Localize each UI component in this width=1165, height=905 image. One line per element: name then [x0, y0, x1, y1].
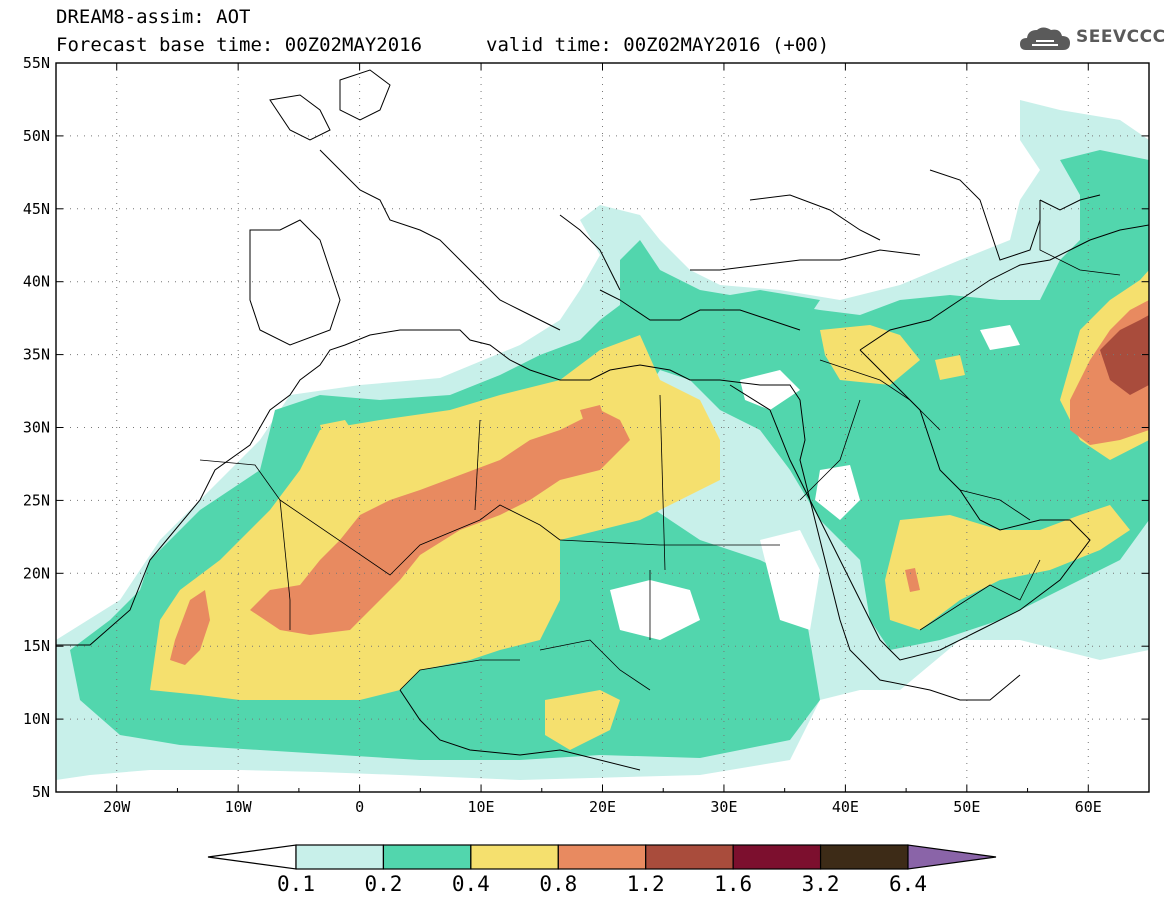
lon-label: 40E — [832, 798, 859, 816]
logo-text: SEEVCCC — [1076, 27, 1165, 47]
lat-label: 15N — [23, 637, 50, 655]
lat-label: 35N — [23, 346, 50, 364]
aot-low-pockets — [610, 325, 1020, 640]
lat-label: 30N — [23, 419, 50, 437]
valid-time: valid time: 00Z02MAY2016 (+00) — [486, 34, 830, 56]
graticule — [56, 63, 1149, 792]
lon-label: 10W — [225, 798, 253, 816]
colorbar-label: 6.4 — [889, 872, 927, 896]
lat-label: 10N — [23, 710, 50, 728]
colorbar-label: 0.1 — [277, 872, 315, 896]
lat-label: 20N — [23, 564, 50, 582]
colorbar-label: 3.2 — [802, 872, 840, 896]
colorbar-swatch — [819, 844, 909, 870]
country-borders — [199, 200, 1121, 691]
colorbar: 0.1 0.2 0.4 0.8 1.2 1.6 3.2 6.4 — [207, 844, 997, 896]
colorbar-label: 0.2 — [364, 872, 402, 896]
lon-label: 20W — [103, 798, 131, 816]
coastlines — [56, 69, 1149, 771]
colorbar-swatch — [382, 844, 472, 870]
colorbar-over-arrow — [907, 844, 997, 870]
lon-label: 50E — [953, 798, 980, 816]
cloud-icon — [1020, 27, 1070, 50]
forecast-base-time: Forecast base time: 00Z02MAY2016 — [56, 34, 423, 56]
lon-label: 10E — [468, 798, 495, 816]
colorbar-swatch — [557, 844, 647, 870]
colorbar-swatch — [645, 844, 734, 870]
colorbar-label: 1.6 — [714, 872, 752, 896]
lat-label: 50N — [23, 127, 50, 145]
lon-label: 20E — [589, 798, 616, 816]
colorbar-under-arrow — [207, 844, 297, 870]
colorbar-label: 0.8 — [539, 872, 577, 896]
colorbar-label: 1.2 — [627, 872, 665, 896]
lat-label: 40N — [23, 273, 50, 291]
lat-label: 25N — [23, 491, 50, 509]
lon-label: 30E — [710, 798, 737, 816]
lon-label: 0 — [355, 798, 364, 816]
colorbar-swatch — [732, 844, 822, 870]
colorbar-label: 0.4 — [452, 872, 490, 896]
colorbar-swatch — [470, 844, 559, 870]
lon-label: 60E — [1075, 798, 1102, 816]
aot-level-1-2 — [1100, 315, 1149, 395]
lat-label: 5N — [32, 783, 50, 801]
colorbar-swatch — [295, 844, 385, 870]
lat-label: 55N — [23, 54, 50, 72]
seevccc-logo: SEEVCCC — [1018, 22, 1165, 56]
axis-ticks: 5N 10N 15N 20N 25N 30N 35N 40N 45N 50N 55N 20W 10W 0 1… — [23, 54, 1150, 816]
lat-label: 45N — [23, 200, 50, 218]
map-title: DREAM8-assim: AOT — [56, 6, 251, 28]
